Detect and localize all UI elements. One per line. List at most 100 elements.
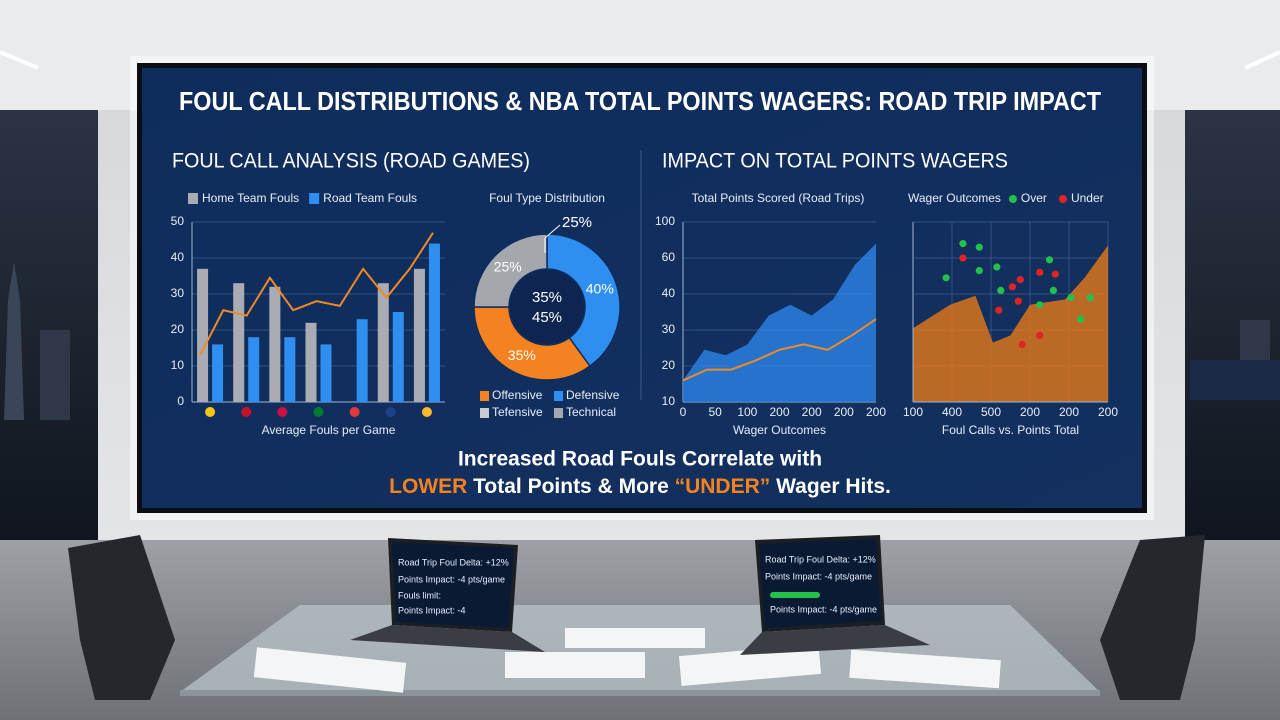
x-axis-label: Wager Outcomes [733, 423, 826, 437]
footer-line: LOWER Total Points & More “UNDER” Wager … [389, 475, 891, 498]
scatter-point [993, 263, 1001, 271]
skyline [40, 330, 70, 420]
legend-swatch [480, 391, 489, 401]
bar [284, 337, 296, 402]
bar [377, 283, 389, 402]
team-logo [421, 407, 432, 417]
x-axis-label: Average Fouls per Game [262, 423, 396, 437]
pie-slice [546, 233, 621, 368]
bar [392, 312, 404, 402]
chart-title: Foul Type Distribution [489, 191, 605, 205]
scatter-point [942, 274, 950, 282]
bar [356, 319, 368, 402]
laptop-text: Road Trip Foul Delta: +12% [765, 554, 876, 564]
pie-label: 40% [586, 281, 614, 297]
x-tick-label: 100 [737, 405, 757, 419]
y-tick-label: 20 [171, 322, 185, 336]
team-logo [205, 407, 216, 417]
x-tick-label: 400 [942, 405, 962, 419]
team-logo [385, 407, 396, 417]
ceiling-light [1244, 50, 1280, 70]
scatter-point [1018, 340, 1026, 348]
chair [68, 535, 175, 700]
section-heading: IMPACT ON TOTAL POINTS WAGERS [662, 150, 1008, 173]
progress-bar [770, 592, 820, 598]
legend-swatch [554, 391, 563, 401]
team-logo [313, 407, 324, 417]
scatter-point [1014, 297, 1022, 305]
paper [849, 649, 1001, 689]
y-tick-label: 20 [662, 358, 676, 372]
annotation: 25% [562, 214, 592, 231]
bar [212, 344, 224, 402]
footer-line: Increased Road Fouls Correlate with [458, 448, 822, 471]
bar [233, 283, 245, 402]
annotation: 45% [532, 309, 562, 326]
laptop-screen [759, 539, 881, 628]
legend-label: Defensive [566, 388, 620, 402]
section-heading: FOUL CALL ANALYSIS (ROAD GAMES) [172, 150, 530, 173]
pie-slice [473, 233, 548, 308]
legend-label: Road Team Fouls [323, 191, 417, 205]
laptop-text: Points Impact: -4 pts/game [398, 574, 505, 584]
x-tick-label: 100 [903, 405, 923, 419]
pie-slice [473, 306, 591, 381]
y-tick-label: 40 [662, 286, 676, 300]
bar [248, 337, 260, 402]
pie-hole [510, 270, 584, 344]
chair [1100, 535, 1205, 700]
laptop-text: Fouls limit: [398, 590, 441, 600]
footer-highlight: LOWER [389, 475, 467, 498]
scatter-point [1067, 294, 1075, 302]
screen-title: FOUL CALL DISTRIBUTIONS & NBA TOTAL POIN… [179, 86, 1101, 116]
window [1185, 110, 1280, 560]
x-tick-label: 200 [1020, 405, 1040, 419]
y-tick-label: 30 [662, 322, 676, 336]
scatter-point [959, 254, 967, 262]
line [682, 318, 877, 382]
scatter-point [1016, 276, 1024, 284]
legend-label: Offensive [492, 388, 543, 402]
scatter-point [1036, 268, 1044, 276]
legend-swatch [309, 193, 320, 204]
x-tick-label: 500 [981, 405, 1001, 419]
pie-label: 35% [508, 347, 536, 363]
paper [678, 643, 822, 687]
legend-label: Over [1021, 191, 1047, 205]
x-tick-label: 200 [834, 405, 854, 419]
y-tick-label: 60 [662, 250, 676, 264]
pie-label: 25% [494, 258, 522, 274]
x-tick-label: 200 [1098, 405, 1118, 419]
x-tick-label: 50 [708, 405, 722, 419]
screen [142, 68, 1142, 508]
annotation: 35% [532, 289, 562, 306]
trend-line [199, 232, 434, 356]
y-tick-label: 40 [171, 250, 185, 264]
area [913, 245, 1108, 402]
scatter-point [959, 240, 967, 248]
scatter-point [1045, 256, 1054, 264]
footer-text: Total Points & More [467, 475, 674, 498]
table-edge [180, 690, 1100, 696]
scatter-point [1036, 301, 1044, 309]
scatter-point [975, 243, 983, 251]
laptop-text: Road Trip Foul Delta: +12% [398, 557, 509, 567]
scatter-point [995, 306, 1003, 314]
paper [505, 652, 645, 678]
legend-swatch [188, 193, 198, 204]
callout [544, 224, 561, 253]
legend-label: Tefensive [492, 405, 543, 419]
team-logo [277, 407, 288, 417]
scatter-point [1008, 283, 1017, 291]
paper [565, 628, 705, 648]
x-tick-label: 200 [802, 405, 822, 419]
laptop-base [350, 625, 545, 652]
scatter-point [1051, 270, 1059, 278]
scatter-point [975, 267, 983, 275]
ceiling-light [0, 50, 39, 70]
y-tick-label: 0 [177, 394, 184, 408]
skyline [4, 262, 24, 420]
legend-dot [1058, 195, 1067, 203]
y-tick-label: 50 [171, 214, 185, 228]
